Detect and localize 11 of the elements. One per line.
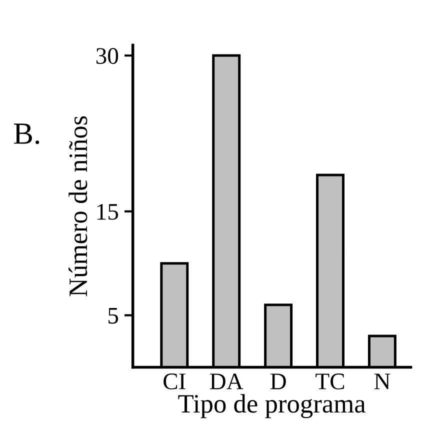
y-tick-label: 5 — [108, 308, 118, 324]
x-tick-label: DA — [210, 374, 244, 390]
x-tick-label: TC — [316, 374, 344, 390]
x-tick-label: D — [270, 374, 286, 390]
text: B. — [14, 124, 40, 144]
y-axis-title: Número de niños — [68, 116, 88, 296]
x-axis-title: Tipo de programa — [178, 394, 366, 418]
x-tick-label: CI — [164, 374, 186, 390]
x-tick-label: N — [374, 374, 390, 390]
y-tick-label: 30 — [96, 48, 118, 64]
y-tick-label: 15 — [97, 204, 118, 220]
